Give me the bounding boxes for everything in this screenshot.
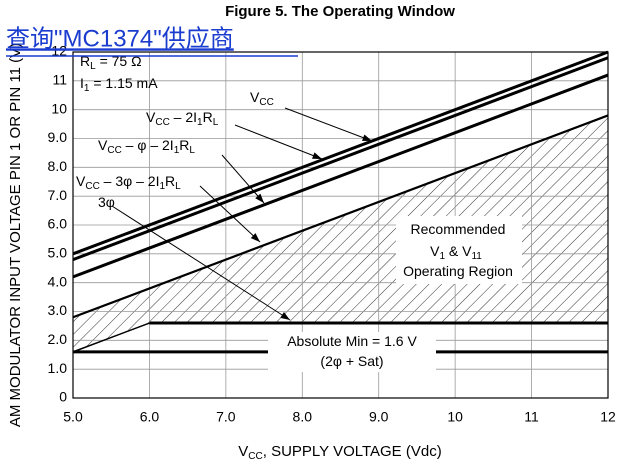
- y-tick-label: 12: [51, 43, 67, 59]
- x-tick-label: 11: [524, 409, 539, 425]
- series-label: VCC: [250, 89, 274, 108]
- x-tick-label: 9.0: [369, 409, 389, 425]
- y-tick-label: 5.0: [48, 245, 68, 261]
- annotation: Absolute Min = 1.6 V: [287, 333, 417, 349]
- text-part: Absolute Min = 1.6 V: [287, 333, 417, 349]
- arrow-line: [199, 185, 261, 243]
- y-tick-label: 0: [59, 389, 67, 405]
- subscript: L: [213, 117, 219, 128]
- y-tick-label: 10: [51, 100, 67, 116]
- series-label: VCC – 3φ – 2I1RL: [76, 173, 181, 192]
- subscript: CC: [259, 97, 273, 108]
- subscript: 1: [197, 117, 203, 128]
- watermark: 查询"MC1374"供应商: [6, 25, 234, 52]
- annotation: I1 = 1.15 mA: [80, 75, 158, 94]
- arrow-line: [284, 107, 373, 142]
- annotation: Operating Region: [403, 263, 513, 279]
- label-background: [396, 216, 522, 284]
- plot-frame: [72, 51, 609, 399]
- text-part: V: [430, 243, 440, 259]
- line-series: [72, 114, 609, 319]
- x-tick-label: 8.0: [293, 409, 313, 425]
- y-tick-label: 6.0: [48, 216, 68, 232]
- x-tick-label: 10: [447, 409, 463, 425]
- text-part: V: [250, 89, 260, 105]
- y-tick-label: 3.0: [48, 302, 68, 318]
- y-axis-label: AM MODULATOR INPUT VOLTAGE PIN 1 OR PIN …: [7, 43, 24, 427]
- text-part: V: [98, 137, 108, 153]
- y-tick-label: 2.0: [48, 331, 68, 347]
- text-part: V: [146, 109, 156, 125]
- text-part: – 2I: [170, 109, 197, 125]
- text-part: R: [165, 173, 175, 189]
- annotation: V1 & V11: [430, 243, 482, 262]
- series-label: 3φ: [98, 194, 115, 210]
- subscript: CC: [85, 181, 99, 192]
- arrow-head: [312, 152, 322, 159]
- text-part: (2φ + Sat): [320, 353, 383, 369]
- x-tick-label: 5.0: [63, 409, 83, 425]
- text-part: I: [80, 75, 84, 91]
- text-part: & V: [445, 243, 472, 259]
- text-part: – φ – 2I: [122, 137, 174, 153]
- subscript: L: [189, 145, 195, 156]
- annotation: (2φ + Sat): [320, 353, 383, 369]
- subscript: CC: [107, 145, 121, 156]
- arrow-line: [111, 205, 291, 321]
- subscript: CC: [248, 451, 262, 462]
- text-part: , SUPPLY VOLTAGE (Vdc): [263, 443, 442, 460]
- y-tick-label: 4.0: [48, 273, 68, 289]
- text-part: R: [203, 109, 213, 125]
- chart-title: Figure 5. The Operating Window: [225, 3, 455, 20]
- subscript: L: [90, 61, 96, 72]
- x-tick-label: 7.0: [216, 409, 236, 425]
- hatched-region: [73, 115, 608, 352]
- y-tick-label: 7.0: [48, 187, 68, 203]
- x-tick-label: 6.0: [140, 409, 160, 425]
- line-series: [72, 50, 609, 256]
- text-part: = 1.15 mA: [89, 75, 158, 91]
- y-tick-label: 11: [52, 72, 67, 88]
- text-part: R: [179, 137, 189, 153]
- y-tick-label: 8.0: [48, 158, 68, 174]
- subscript: 1: [84, 83, 90, 94]
- arrow-head: [362, 134, 372, 141]
- x-axis-label: VCC, SUPPLY VOLTAGE (Vdc): [238, 443, 441, 462]
- label-background: [268, 332, 436, 372]
- arrow-head: [280, 312, 290, 320]
- x-tick-label: 12: [600, 409, 616, 425]
- arrow-line: [221, 154, 265, 204]
- arrow-head: [250, 233, 260, 242]
- text-part: Operating Region: [403, 263, 513, 279]
- y-tick-label: 9.0: [48, 129, 68, 145]
- subscript: CC: [155, 117, 169, 128]
- text-part: = 75 Ω: [96, 53, 142, 69]
- line-series: [72, 56, 609, 262]
- text-part: V: [76, 173, 86, 189]
- y-tick-label: 1.0: [48, 360, 68, 376]
- text-part: V: [238, 443, 248, 460]
- subscript: 1: [159, 181, 165, 192]
- series-label: VCC – 2I1RL: [146, 109, 219, 128]
- annotation: Recommended: [411, 221, 506, 237]
- subscript: 11: [471, 251, 482, 262]
- text-part: R: [80, 53, 90, 69]
- line-series: [72, 322, 150, 353]
- line-series: [72, 73, 609, 279]
- subscript: 1: [174, 145, 180, 156]
- text-part: Recommended: [411, 221, 506, 237]
- text-part: 3φ: [98, 194, 115, 210]
- subscript: L: [175, 181, 181, 192]
- arrow-head: [255, 193, 264, 203]
- subscript: 1: [439, 251, 445, 262]
- series-label: VCC – φ – 2I1RL: [98, 137, 195, 156]
- text-part: – 3φ – 2I: [100, 173, 160, 189]
- arrow-line: [234, 124, 323, 160]
